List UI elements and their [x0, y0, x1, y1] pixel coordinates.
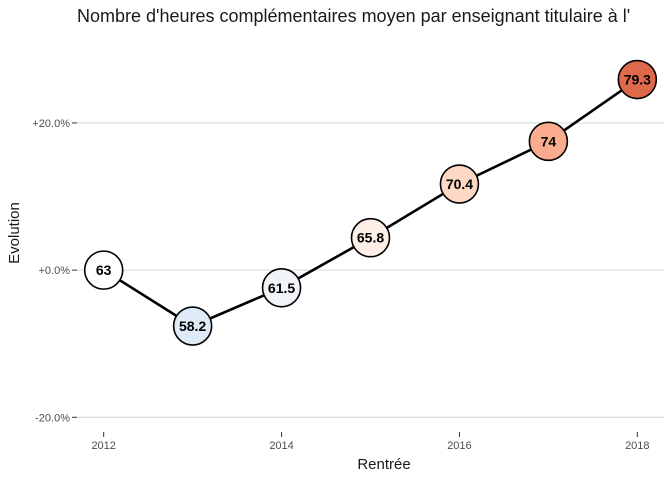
y-tick-label: +0.0% — [39, 265, 71, 277]
data-label: 74 — [541, 133, 557, 149]
data-label: 65.8 — [357, 230, 384, 246]
data-point — [528, 121, 569, 162]
y-tick-label: -20.0% — [35, 412, 70, 424]
y-axis-title: Evolution — [6, 202, 23, 264]
data-point — [439, 164, 480, 204]
data-label: 61.5 — [268, 280, 295, 296]
series-layer: 63 58.2 61.5 65.8 70.4 74 79.3 — [83, 59, 658, 346]
y-tick-label: +20.0% — [32, 118, 70, 130]
x-tick-label: 2016 — [447, 440, 471, 452]
data-label: 63 — [96, 262, 112, 278]
x-axis: 2012 2014 2016 2018 — [91, 432, 650, 452]
chart-title: Nombre d'heures complémentaires moyen pa… — [77, 6, 630, 26]
x-tick-label: 2014 — [269, 440, 293, 452]
data-label: 79.3 — [624, 72, 651, 88]
y-axis: -20.0% +0.0% +20.0% — [32, 118, 77, 424]
data-point — [617, 59, 658, 100]
data-point — [83, 250, 124, 290]
x-axis-title: Rentrée — [357, 456, 410, 473]
x-tick-label: 2018 — [625, 440, 649, 452]
data-label: 70.4 — [446, 176, 473, 192]
series-line — [103, 78, 639, 328]
gridlines — [77, 122, 664, 418]
data-label: 58.2 — [179, 318, 206, 334]
x-tick-label: 2012 — [91, 440, 115, 452]
data-point — [172, 306, 213, 346]
data-point — [350, 217, 391, 258]
data-point — [261, 267, 302, 308]
